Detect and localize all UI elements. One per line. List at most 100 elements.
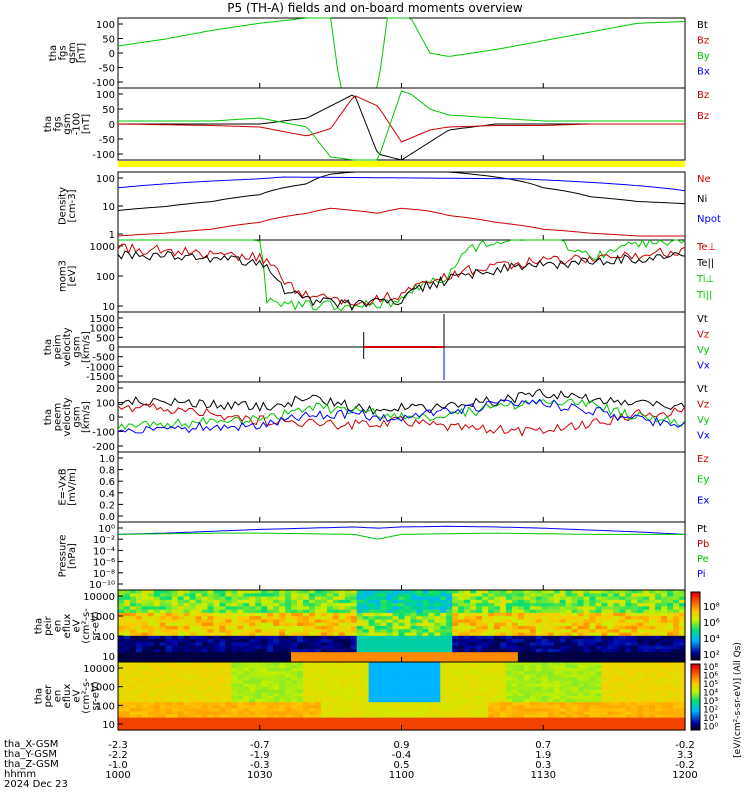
heatmap-cell — [273, 603, 280, 607]
heatmap-cell — [267, 689, 274, 694]
heatmap-cell — [153, 671, 161, 675]
heatmap-cell — [422, 696, 429, 700]
heatmap-cell — [541, 680, 549, 685]
heatmap-cell — [583, 609, 591, 614]
heatmap-cell — [547, 689, 555, 694]
heatmap-cell — [129, 683, 137, 688]
heatmap-cell — [356, 702, 364, 706]
heatmap-cell — [482, 648, 489, 653]
heatmap-cell — [577, 714, 585, 719]
heatmap-cell — [297, 622, 304, 627]
heatmap-cell — [398, 635, 406, 640]
heatmap-cell — [386, 599, 394, 604]
heatmap-cell — [261, 645, 268, 650]
heatmap-cell — [404, 622, 412, 627]
heatmap-cell — [195, 683, 203, 688]
heatmap-cell — [559, 692, 567, 697]
heatmap-cell — [404, 603, 412, 607]
heatmap-cell — [183, 686, 191, 691]
heatmap-cell — [362, 720, 370, 725]
heatmap-cell — [255, 622, 262, 627]
heatmap-cell — [679, 683, 686, 688]
heatmap-cell — [243, 590, 250, 594]
heatmap-cell — [595, 711, 603, 716]
heatmap-cell — [344, 665, 352, 669]
heatmap-cell — [231, 665, 238, 669]
heatmap-cell — [123, 622, 131, 627]
heatmap-cell — [565, 665, 573, 669]
heatmap-cell — [601, 619, 609, 624]
heatmap-cell — [511, 699, 519, 703]
heatmap-cell — [523, 720, 531, 725]
heatmap-cell — [314, 665, 322, 669]
heatmap-cell — [631, 590, 638, 594]
heatmap-cell — [601, 680, 609, 685]
heatmap-cell — [655, 683, 662, 688]
heatmap-cell — [171, 596, 179, 601]
heatmap-cell — [255, 652, 262, 657]
heatmap-cell — [362, 686, 370, 691]
heatmap-cell — [350, 658, 358, 663]
heatmap-cell — [255, 714, 262, 719]
heatmap-cell — [553, 626, 561, 630]
heatmap-cell — [547, 680, 555, 685]
heatmap-cell — [446, 629, 453, 634]
heatmap-cell — [529, 655, 537, 660]
heatmap-cell — [607, 674, 614, 679]
heatmap-cell — [613, 616, 620, 621]
heatmap-cell — [494, 711, 501, 716]
heatmap-cell — [380, 674, 388, 679]
heatmap-cell — [458, 714, 465, 719]
heatmap-cell — [535, 612, 543, 617]
heatmap-cell — [410, 616, 418, 621]
heatmap-cell — [129, 590, 137, 594]
heatmap-cell — [177, 689, 185, 694]
heatmap-cell — [499, 593, 507, 598]
heatmap-cell — [291, 652, 298, 657]
heatmap-cell — [326, 680, 334, 685]
heatmap-cell — [243, 596, 250, 601]
heatmap-cell — [494, 702, 501, 706]
heatmap-cell — [225, 648, 232, 653]
heatmap-cell — [374, 612, 382, 617]
heatmap-cell — [458, 723, 465, 728]
heatmap-cell — [386, 720, 394, 725]
heatmap-cell — [416, 622, 423, 627]
heatmap-cell — [541, 599, 549, 604]
heatmap-cell — [488, 714, 495, 719]
heatmap-cell — [577, 655, 585, 660]
heatmap-cell — [356, 642, 364, 647]
heatmap-cell — [535, 596, 543, 601]
heatmap-cell — [511, 609, 519, 614]
heatmap-cell — [159, 726, 167, 731]
heatmap-cell — [219, 612, 227, 617]
legend-entry: Pb — [697, 539, 709, 550]
heatmap-cell — [655, 632, 662, 637]
heatmap-cell — [225, 616, 232, 621]
colorbar-tick: 10⁶ — [703, 618, 720, 629]
heatmap-cell — [297, 674, 304, 679]
heatmap-cell — [583, 708, 591, 713]
heatmap-cell — [183, 603, 191, 607]
heatmap-cell — [344, 629, 352, 634]
heatmap-cell — [123, 699, 131, 703]
heatmap-cell — [285, 622, 292, 627]
heatmap-cell — [410, 619, 418, 624]
heatmap-cell — [297, 639, 304, 643]
heatmap-cell — [279, 639, 286, 643]
heatmap-cell — [314, 662, 322, 666]
heatmap-cell — [428, 619, 435, 624]
heatmap-cell — [661, 696, 668, 700]
heatmap-cell — [661, 599, 668, 604]
heatmap-cell — [517, 639, 525, 643]
heatmap-cell — [559, 683, 567, 688]
colorbar-lower — [691, 682, 700, 685]
heatmap-cell — [225, 665, 232, 669]
colorbar-tick: 10⁶ — [703, 672, 718, 682]
heatmap-cell — [344, 603, 352, 607]
heatmap-cell — [320, 726, 328, 731]
heatmap-cell — [273, 696, 280, 700]
heatmap-cell — [529, 723, 537, 728]
heatmap-cell — [529, 639, 537, 643]
heatmap-cell — [589, 677, 597, 682]
